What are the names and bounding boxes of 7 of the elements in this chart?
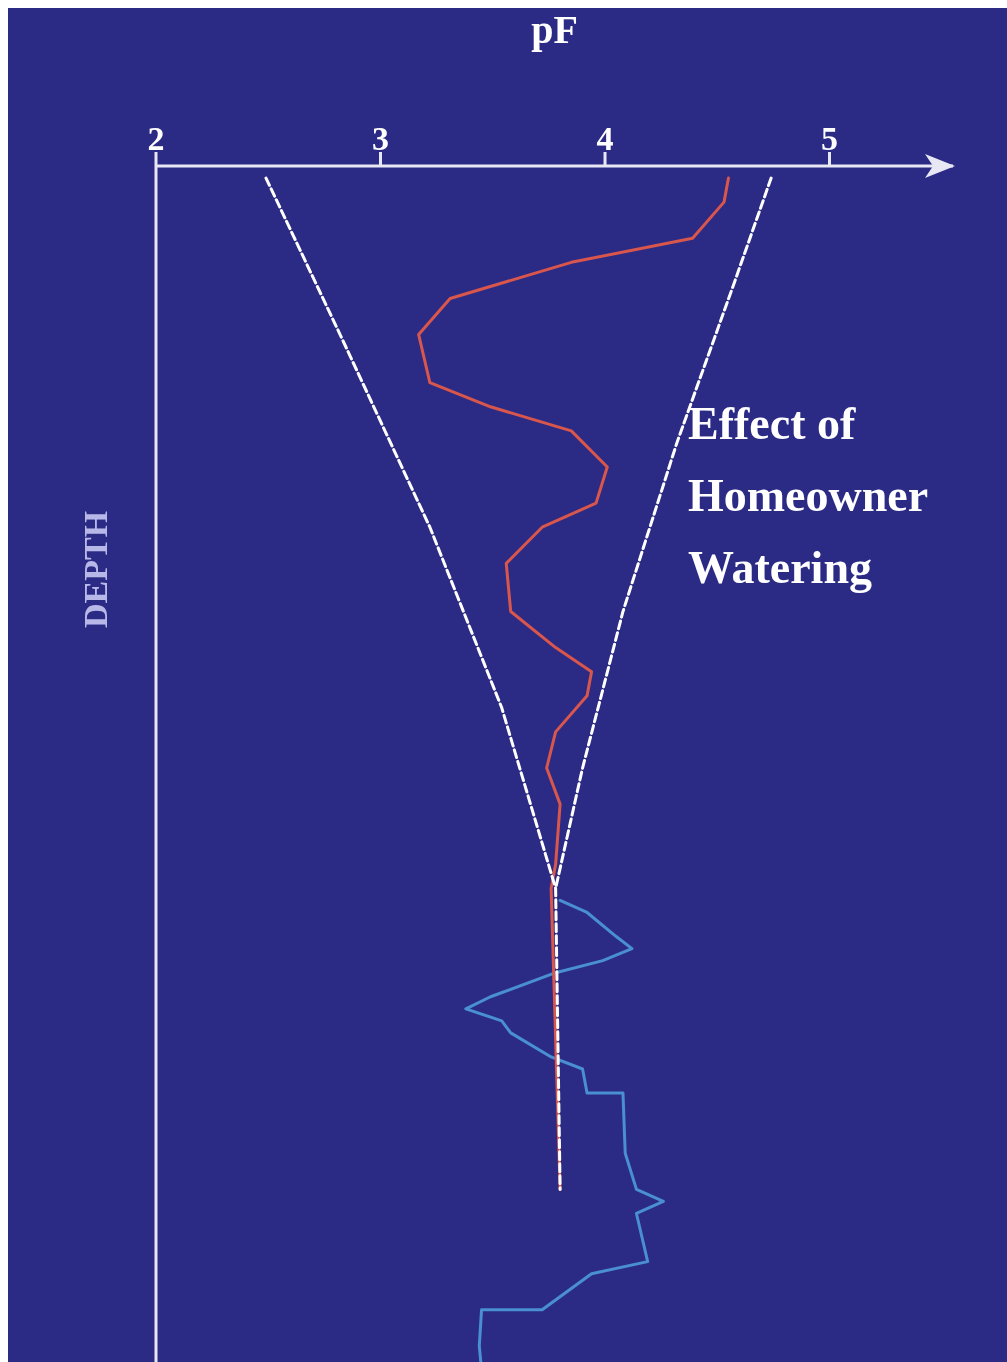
annotation: Effect of Homeowner Watering	[688, 397, 929, 595]
x-tick-label: 2	[147, 120, 165, 157]
y-axis-title: DEPTH	[77, 510, 115, 628]
x-tick-label: 3	[372, 120, 390, 157]
x-tick-label: 4	[596, 120, 614, 157]
x-axis-title: pF	[531, 7, 578, 53]
x-tick-label: 5	[821, 120, 839, 157]
